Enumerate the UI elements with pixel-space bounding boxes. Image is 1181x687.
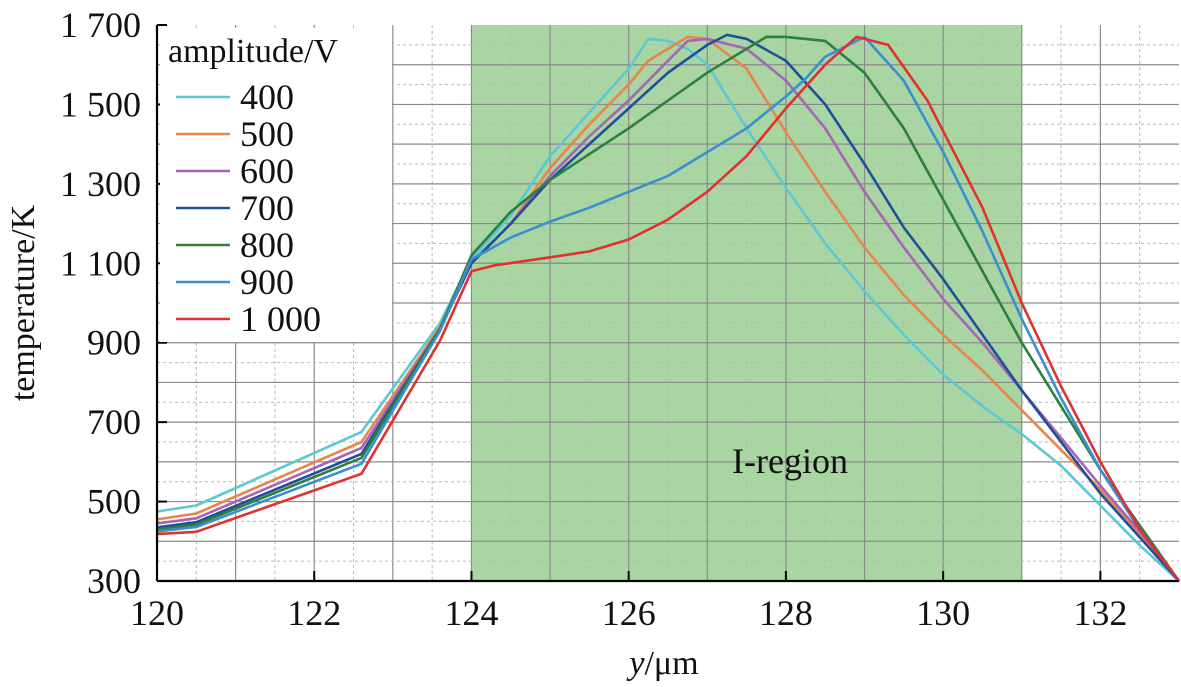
series-line-800 [156, 35, 1181, 582]
y-axis-title: temperature/K [5, 204, 42, 401]
y-tick-label: 900 [87, 323, 141, 363]
series-line-1000 [156, 35, 1181, 582]
x-tick-label: 124 [444, 593, 498, 633]
x-tick-label: 126 [602, 593, 656, 633]
legend-label: 400 [240, 77, 294, 117]
y-tick-label: 700 [87, 402, 141, 442]
legend-title: amplitude/V [168, 33, 338, 70]
x-axis-title: y/μm [626, 645, 698, 682]
y-tick-label: 1 700 [60, 5, 141, 45]
y-tick-label: 1 100 [60, 243, 141, 283]
x-tick-label: 130 [916, 593, 970, 633]
legend-label: 1 000 [240, 299, 321, 339]
y-tick-label: 500 [87, 482, 141, 522]
series-line-900 [156, 35, 1181, 582]
x-tick-label: 132 [1073, 593, 1127, 633]
y-tick-label: 1 500 [60, 84, 141, 124]
legend-label: 900 [240, 262, 294, 302]
legend-background [160, 28, 392, 342]
x-axis-title-variable: y [626, 645, 645, 682]
x-tick-label: 128 [759, 593, 813, 633]
y-tick-label: 1 300 [60, 164, 141, 204]
x-axis-title-unit: /μm [644, 645, 698, 682]
y-tick-label: 300 [87, 561, 141, 601]
x-tick-label: 122 [287, 593, 341, 633]
axes [155, 24, 1179, 583]
legend-label: 600 [240, 151, 294, 191]
i-region-label: I-region [732, 441, 848, 481]
legend-label: 800 [240, 225, 294, 265]
tick-labels: 120 122 124 126 128 130 132 300 500 700 900 1 100 1 … [60, 5, 1127, 633]
series-lines [156, 33, 1181, 582]
legend-label: 500 [240, 114, 294, 154]
legend-label: 700 [240, 188, 294, 228]
x-tick-label: 120 [130, 593, 184, 633]
